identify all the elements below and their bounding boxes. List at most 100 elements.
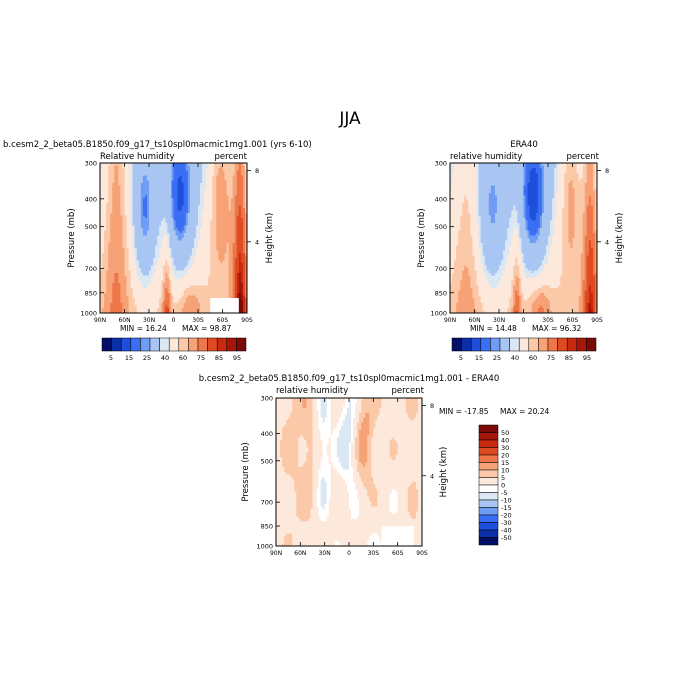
field-cell — [590, 180, 594, 184]
field-cell — [114, 210, 117, 214]
field-cell — [173, 263, 177, 267]
field-cell — [165, 168, 168, 172]
field-cell — [167, 275, 171, 279]
field-cell — [146, 263, 150, 267]
field-cell — [240, 215, 244, 219]
field-cell — [132, 300, 136, 304]
field-cell — [161, 248, 164, 252]
field-cell — [550, 165, 553, 169]
field-cell — [238, 208, 242, 212]
field-cell — [244, 220, 247, 224]
field-cell — [122, 163, 126, 167]
field-cell — [450, 170, 453, 174]
field-cell — [220, 188, 224, 192]
field-cell — [240, 288, 244, 292]
field-cell — [228, 283, 232, 287]
field-cell — [541, 163, 545, 167]
field-cell — [202, 273, 205, 277]
field-cell — [236, 255, 240, 259]
field-cell — [222, 243, 226, 247]
field-cell — [234, 290, 238, 294]
field-cell — [195, 270, 199, 274]
field-cell — [116, 303, 119, 307]
field-cell — [114, 245, 117, 249]
field-cell — [580, 165, 584, 169]
field-cell — [222, 225, 226, 229]
field-cell — [187, 305, 191, 309]
field-cell — [177, 200, 181, 204]
field-cell — [118, 225, 122, 229]
field-cell — [234, 220, 238, 224]
field-cell — [519, 170, 523, 174]
field-cell — [191, 170, 195, 174]
field-cell — [126, 230, 130, 234]
field-cell — [126, 298, 130, 302]
field-cell — [529, 165, 533, 169]
field-cell — [157, 285, 160, 289]
field-cell — [195, 300, 199, 304]
field-cell — [163, 215, 166, 219]
field-cell — [191, 205, 195, 209]
field-cell — [153, 223, 156, 227]
field-cell — [224, 298, 228, 302]
field-cell — [169, 245, 173, 249]
field-cell — [230, 208, 234, 212]
field-cell — [104, 218, 107, 222]
field-cell — [242, 273, 246, 277]
field-cell — [134, 193, 138, 197]
field-cell — [214, 190, 217, 194]
field-cell — [173, 298, 177, 302]
field-cell — [142, 250, 146, 254]
field-cell — [171, 228, 175, 232]
field-cell — [167, 170, 171, 174]
field-cell — [108, 258, 111, 262]
field-cell — [124, 258, 128, 262]
field-cell — [112, 283, 115, 287]
field-cell — [202, 258, 205, 262]
field-cell — [236, 210, 240, 214]
field-cell — [228, 275, 232, 279]
field-cell — [165, 233, 168, 237]
field-cell — [224, 248, 228, 252]
field-cell — [238, 190, 242, 194]
field-cell — [240, 275, 244, 279]
field-cell — [242, 163, 246, 167]
field-cell — [175, 298, 179, 302]
field-cell — [183, 225, 187, 229]
field-cell — [216, 218, 220, 222]
field-cell — [513, 178, 516, 182]
field-cell — [240, 298, 244, 302]
colorbar-swatch — [140, 337, 151, 352]
field-cell — [234, 283, 238, 287]
field-cell — [210, 228, 213, 232]
field-cell — [204, 245, 207, 249]
field-cell — [102, 230, 105, 234]
field-cell — [200, 198, 203, 202]
field-cell — [100, 268, 103, 272]
field-cell — [157, 230, 160, 234]
field-cell — [163, 230, 166, 234]
field-cell — [155, 180, 158, 184]
field-cell — [220, 275, 224, 279]
field-cell — [198, 245, 201, 249]
field-cell — [476, 168, 480, 172]
field-cell — [153, 285, 156, 289]
field-cell — [159, 165, 162, 169]
field-cell — [126, 270, 130, 274]
field-cell — [191, 198, 195, 202]
field-cell — [116, 223, 119, 227]
field-cell — [232, 283, 236, 287]
field-cell — [110, 295, 113, 299]
field-cell — [214, 253, 217, 257]
field-cell — [240, 248, 244, 252]
field-cell — [161, 263, 164, 267]
field-cell — [183, 165, 187, 169]
field-cell — [122, 265, 126, 269]
field-cell — [187, 218, 191, 222]
field-cell — [120, 190, 124, 194]
field-cell — [114, 298, 117, 302]
field-cell — [138, 210, 142, 214]
field-cell — [124, 248, 128, 252]
field-cell — [519, 175, 523, 179]
field-cell — [496, 170, 500, 174]
